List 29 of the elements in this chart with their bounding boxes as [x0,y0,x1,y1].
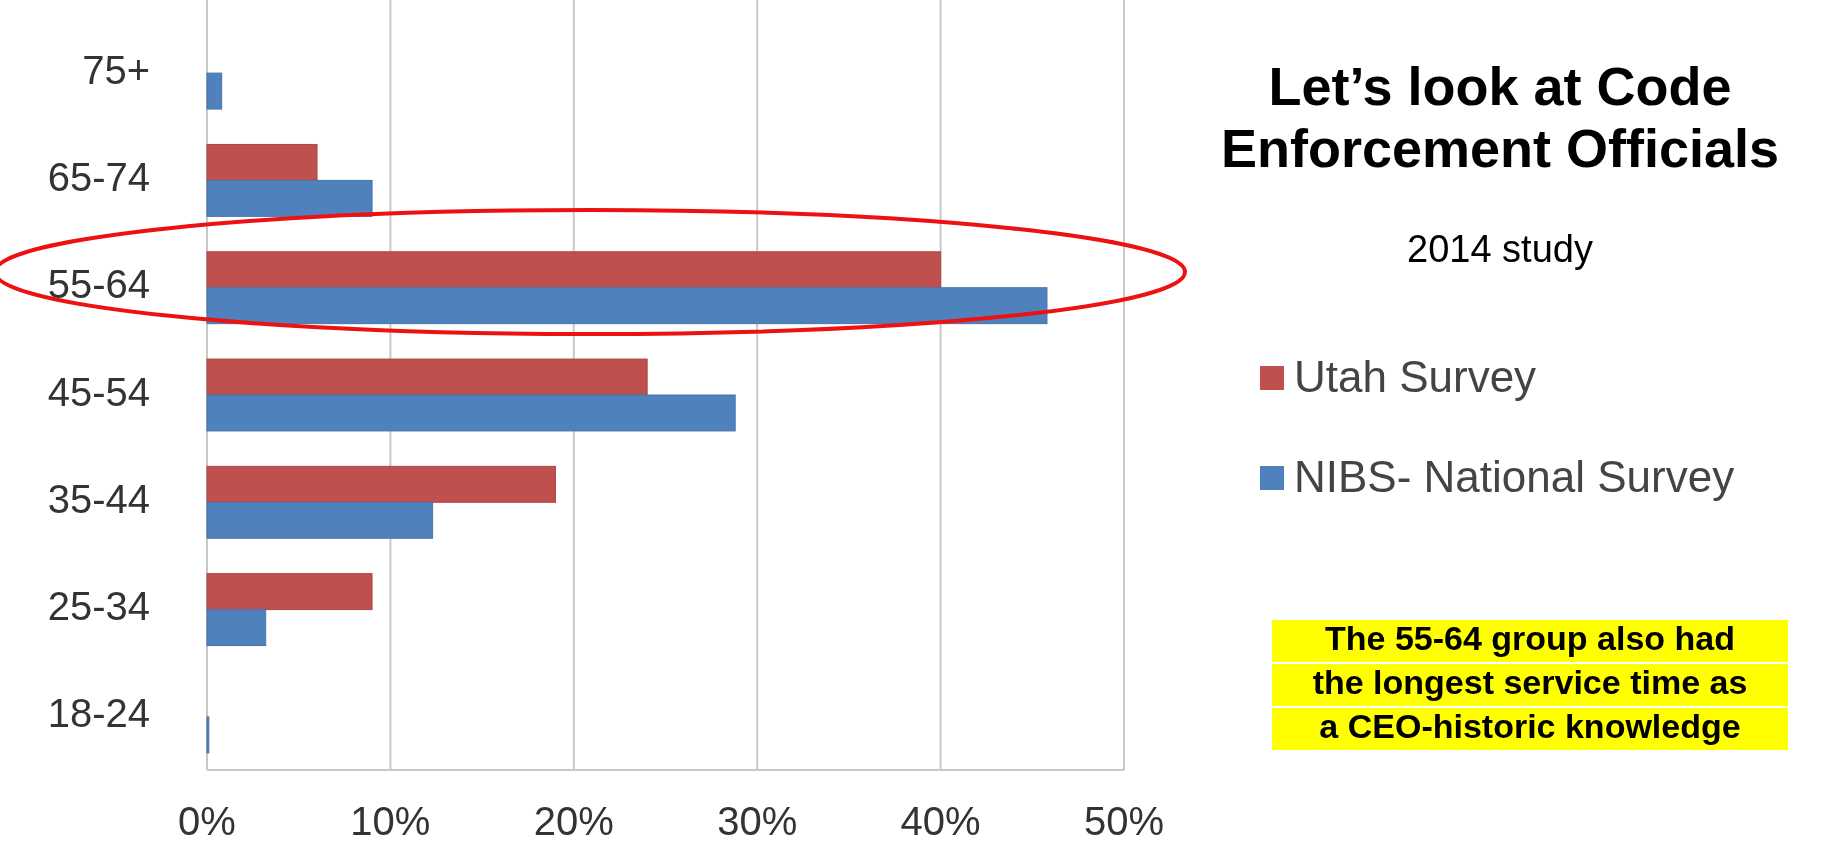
bar [206,287,1048,325]
x-tick-label: 40% [900,799,981,843]
bar [206,72,223,110]
y-tick-label: 18-24 [47,691,150,736]
y-tick-label: 25-34 [47,584,150,629]
y-tick-label: 65-74 [47,154,150,199]
x-tick-label: 20% [533,799,614,843]
bar [206,251,942,289]
bar [206,394,736,432]
legend-label: Utah Survey [1294,351,1537,401]
y-tick-label: 45-54 [47,369,150,414]
bar [206,143,318,181]
text: Let’s look at Code Enforcement Officials [1220,56,1780,178]
bar [206,179,373,217]
y-tick-label: 35-44 [47,476,150,521]
bar [206,609,267,647]
x-tick-label: 50% [1083,799,1165,843]
text: The 55-64 group also had the longest service time as a CEO-historic knowledge [1312,618,1748,745]
text: 2014 study [1407,228,1593,270]
x-tick-label: 30% [717,799,798,843]
bar [206,501,434,539]
y-tick-label: 75+ [82,47,150,92]
x-tick-label: 0% [178,799,236,843]
legend-label: NIBS- National Survey [1294,451,1735,501]
y-tick-label: 55-64 [47,262,150,307]
bar [206,358,648,396]
x-tick-label: 10% [350,799,431,843]
bar [206,573,373,611]
bar [206,465,556,503]
